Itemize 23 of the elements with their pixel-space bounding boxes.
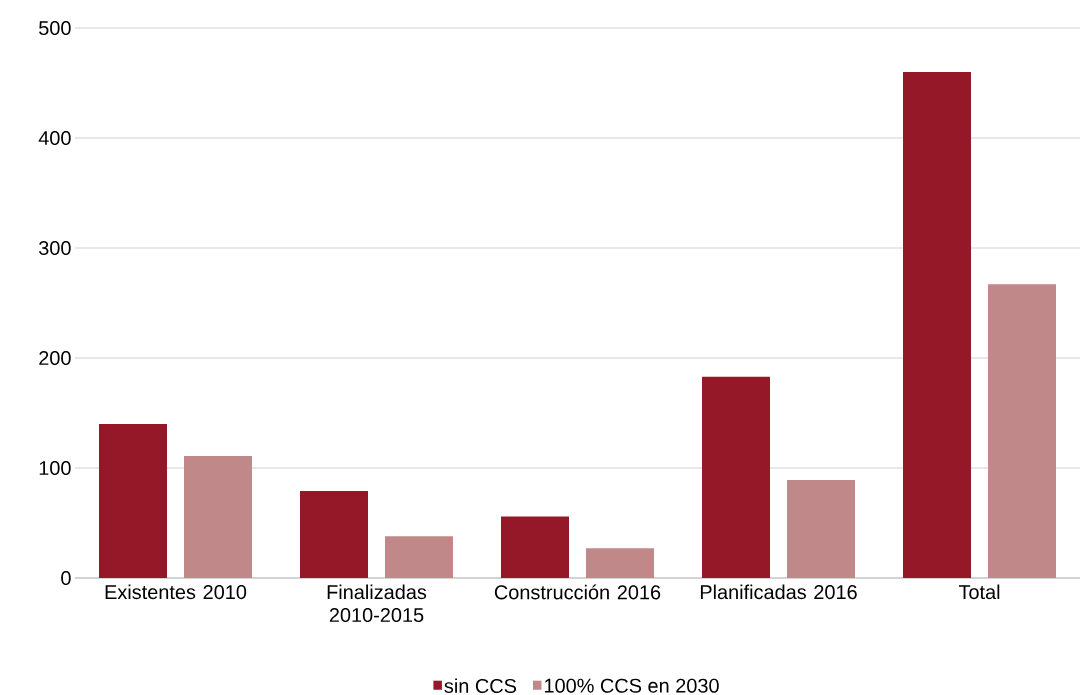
bar <box>586 548 654 578</box>
y-tick-label: 0 <box>61 570 71 586</box>
x-tick-label: Construcción 2016 <box>494 584 661 600</box>
x-tick-label: Existentes 2010 <box>105 584 247 600</box>
legend-label: sin CCS <box>444 678 517 694</box>
x-tick-label: Total <box>958 584 1000 600</box>
bar <box>300 491 368 578</box>
legend-label: 100% CCS en 2030 <box>544 678 719 693</box>
bar <box>903 72 971 578</box>
y-tick-label: 100 <box>39 460 71 476</box>
y-tick-label: 200 <box>39 350 71 366</box>
bar <box>988 284 1056 578</box>
x-tick-label: Planificadas 2016 <box>700 584 857 600</box>
bar <box>702 376 770 578</box>
y-tick-label: 300 <box>39 240 71 256</box>
y-tick-label: 400 <box>38 130 71 146</box>
bar <box>184 455 252 578</box>
bar <box>99 424 167 578</box>
x-tick-label: Finalizadas 2010-2015 <box>327 584 427 623</box>
bar <box>385 536 453 578</box>
bar <box>787 480 855 578</box>
bar <box>501 516 569 578</box>
y-tick-label: 500 <box>39 20 71 36</box>
